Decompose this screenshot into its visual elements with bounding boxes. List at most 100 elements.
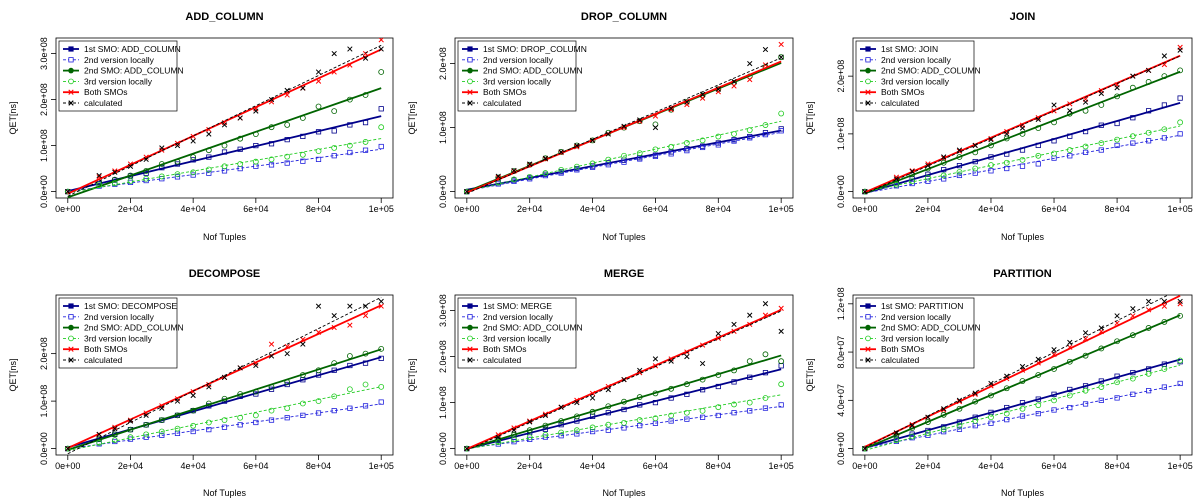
plot-frame — [454, 37, 794, 199]
data-point — [1161, 303, 1168, 309]
data-point — [300, 85, 306, 91]
data-point — [762, 351, 769, 358]
data-point — [731, 138, 737, 144]
data-point — [190, 428, 196, 435]
data-point — [112, 426, 118, 432]
data-point — [1082, 352, 1089, 359]
data-point — [1004, 165, 1010, 172]
x-tick-label: 4e+04 — [580, 204, 605, 214]
data-point — [542, 155, 549, 161]
data-point — [574, 167, 580, 173]
data-point — [331, 128, 337, 134]
chart-panel-partition: PARTITION Nof Tuples QET[ns] 0e+00 2e+04 4e+0… — [805, 268, 1193, 498]
data-point — [1129, 133, 1136, 140]
x-axis-label: Nof Tuples — [1001, 488, 1045, 498]
data-point — [668, 107, 674, 113]
legend-marker — [68, 89, 74, 95]
data-point — [652, 113, 659, 119]
trend-line — [67, 296, 382, 455]
data-point — [1004, 404, 1010, 411]
data-point — [268, 156, 275, 163]
data-point — [778, 128, 784, 134]
trend-line — [67, 44, 382, 197]
x-tick-label: 2e+04 — [517, 204, 542, 214]
data-point — [558, 166, 565, 173]
data-point — [284, 350, 290, 357]
data-point — [542, 412, 549, 419]
data-point — [893, 437, 900, 444]
data-point — [1161, 73, 1168, 80]
legend-entry: 3rd version locally — [84, 76, 153, 86]
data-point — [206, 170, 212, 176]
data-point — [143, 421, 150, 428]
data-point — [941, 155, 947, 161]
data-point — [299, 115, 306, 121]
data-point — [1019, 378, 1026, 384]
x-tick-label: 8e+04 — [306, 461, 331, 471]
data-point — [511, 425, 517, 431]
data-point — [1003, 135, 1010, 142]
data-point — [284, 415, 290, 421]
data-point — [684, 391, 690, 397]
series-third-v — [64, 381, 385, 452]
trend-line — [466, 120, 782, 192]
data-point — [268, 353, 275, 359]
data-point — [1035, 161, 1041, 167]
data-point — [542, 411, 549, 417]
data-point — [605, 410, 611, 416]
data-point — [862, 188, 868, 195]
data-point — [284, 379, 291, 386]
data-point — [315, 303, 322, 309]
data-point — [1114, 85, 1120, 91]
legend-entry: calculated — [483, 355, 522, 365]
data-point — [621, 123, 627, 129]
data-point — [1177, 95, 1183, 101]
data-point — [893, 181, 900, 188]
x-tick-label: 0e+00 — [55, 204, 80, 214]
data-point — [605, 427, 611, 433]
data-point — [1098, 140, 1105, 147]
data-point — [668, 105, 674, 112]
data-point — [558, 418, 565, 424]
x-axis-label: Nof Tuples — [203, 488, 247, 498]
data-point — [268, 96, 275, 103]
data-point — [315, 410, 322, 416]
data-point — [221, 424, 228, 430]
data-point — [589, 424, 596, 431]
data-point — [542, 422, 549, 429]
data-point — [1019, 405, 1026, 412]
data-point — [778, 381, 785, 388]
data-point — [221, 142, 228, 149]
data-point — [347, 322, 353, 328]
legend-entry: 2nd version locally — [84, 312, 155, 322]
data-point — [699, 376, 706, 383]
legend-entry: 2nd SMO: ADD_COLUMN — [881, 323, 981, 333]
data-point — [127, 436, 134, 442]
y-axis-label: QET[ns] — [805, 101, 815, 134]
data-point — [1130, 73, 1136, 79]
data-point — [925, 419, 931, 425]
data-point — [378, 106, 384, 112]
data-point — [347, 362, 353, 369]
data-point — [621, 398, 627, 405]
data-point — [1066, 147, 1073, 153]
data-point — [143, 167, 150, 174]
legend-entry: Both SMOs — [84, 344, 127, 354]
x-tick-label: 1e+05 — [769, 461, 794, 471]
data-point — [495, 173, 501, 179]
y-tick-label: 0.0e+00 — [438, 175, 448, 208]
data-point — [1114, 373, 1120, 379]
data-point — [331, 144, 338, 151]
data-point — [495, 434, 501, 440]
data-point — [574, 399, 580, 406]
data-point — [158, 173, 165, 180]
legend-entry: Both SMOs — [483, 344, 526, 354]
data-point — [746, 399, 753, 406]
data-point — [527, 161, 533, 167]
data-point — [253, 419, 259, 426]
legend-marker — [467, 324, 473, 331]
data-point — [605, 387, 611, 393]
x-tick-label: 1e+05 — [1167, 204, 1192, 214]
data-point — [268, 386, 275, 392]
